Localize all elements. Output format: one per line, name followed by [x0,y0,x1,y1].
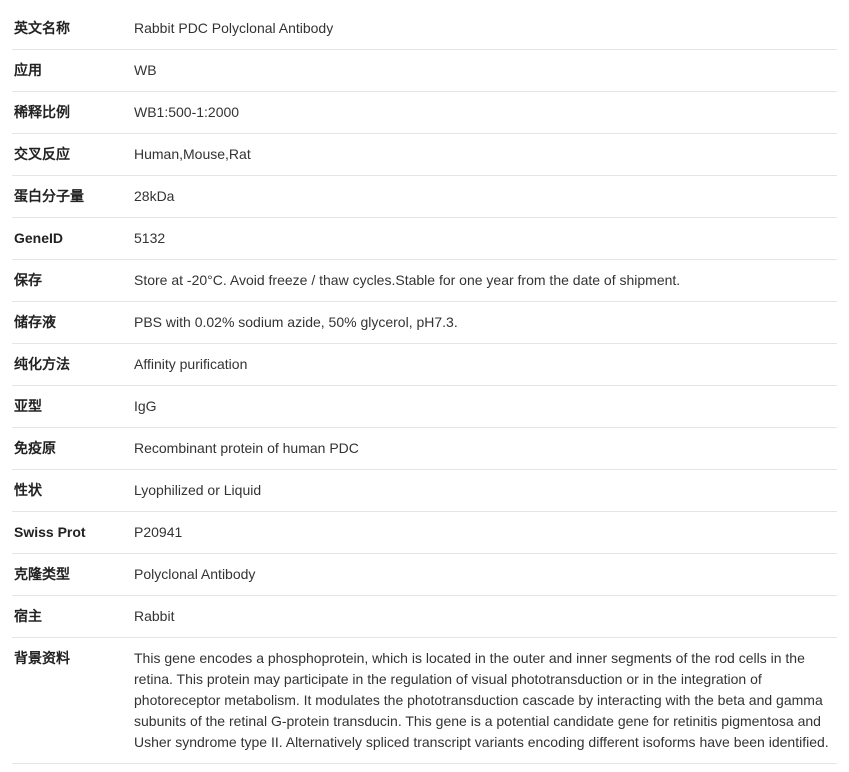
spec-label: 储存液 [12,302,132,344]
spec-value: Affinity purification [132,344,837,386]
table-row: 纯化方法 Affinity purification [12,344,837,386]
spec-value: This gene encodes a phosphoprotein, whic… [132,638,837,764]
spec-label: Swiss Prot [12,512,132,554]
spec-label: 背景资料 [12,638,132,764]
spec-value: Rabbit PDC Polyclonal Antibody [132,8,837,50]
table-row: GeneID 5132 [12,218,837,260]
spec-value: 28kDa [132,176,837,218]
spec-value: WB1:500-1:2000 [132,92,837,134]
table-row: 稀释比例 WB1:500-1:2000 [12,92,837,134]
table-row: 宿主 Rabbit [12,596,837,638]
spec-label: 克隆类型 [12,554,132,596]
spec-label: 交叉反应 [12,134,132,176]
table-row: 蛋白分子量 28kDa [12,176,837,218]
spec-value: 5132 [132,218,837,260]
table-row: 交叉反应 Human,Mouse,Rat [12,134,837,176]
spec-label: GeneID [12,218,132,260]
table-row: 亚型 IgG [12,386,837,428]
spec-value: WB [132,50,837,92]
spec-value: Human,Mouse,Rat [132,134,837,176]
table-row: 免疫原 Recombinant protein of human PDC [12,428,837,470]
spec-table-body: 英文名称 Rabbit PDC Polyclonal Antibody 应用 W… [12,8,837,764]
spec-value: Store at -20°C. Avoid freeze / thaw cycl… [132,260,837,302]
spec-value: Lyophilized or Liquid [132,470,837,512]
spec-value: Recombinant protein of human PDC [132,428,837,470]
table-row: Swiss Prot P20941 [12,512,837,554]
table-row: 储存液 PBS with 0.02% sodium azide, 50% gly… [12,302,837,344]
spec-label: 英文名称 [12,8,132,50]
spec-label: 免疫原 [12,428,132,470]
spec-label: 应用 [12,50,132,92]
spec-value: IgG [132,386,837,428]
spec-label: 蛋白分子量 [12,176,132,218]
spec-value: Polyclonal Antibody [132,554,837,596]
table-row: 英文名称 Rabbit PDC Polyclonal Antibody [12,8,837,50]
table-row: 背景资料 This gene encodes a phosphoprotein,… [12,638,837,764]
spec-value: Rabbit [132,596,837,638]
table-row: 性状 Lyophilized or Liquid [12,470,837,512]
table-row: 保存 Store at -20°C. Avoid freeze / thaw c… [12,260,837,302]
spec-table: 英文名称 Rabbit PDC Polyclonal Antibody 应用 W… [12,8,837,764]
table-row: 克隆类型 Polyclonal Antibody [12,554,837,596]
spec-label: 宿主 [12,596,132,638]
spec-label: 亚型 [12,386,132,428]
spec-label: 性状 [12,470,132,512]
spec-label: 稀释比例 [12,92,132,134]
spec-label: 保存 [12,260,132,302]
spec-value: PBS with 0.02% sodium azide, 50% glycero… [132,302,837,344]
table-row: 应用 WB [12,50,837,92]
spec-label: 纯化方法 [12,344,132,386]
spec-value: P20941 [132,512,837,554]
